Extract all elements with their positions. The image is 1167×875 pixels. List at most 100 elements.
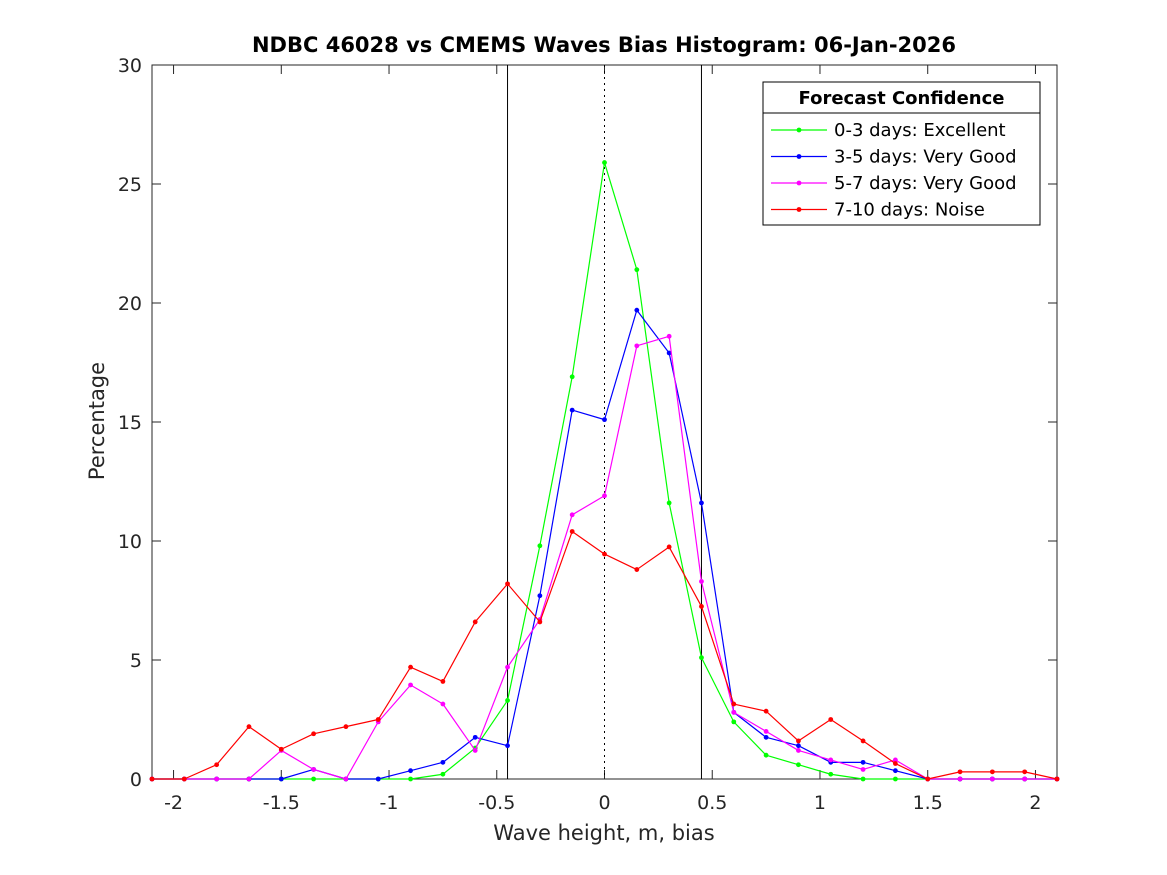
data-point: [602, 417, 607, 423]
data-point: [925, 776, 931, 782]
legend-title: Forecast Confidence: [799, 88, 1005, 109]
data-point: [569, 407, 575, 413]
data-point: [634, 267, 640, 273]
data-point: [246, 776, 252, 782]
data-point: [214, 762, 220, 768]
legend-box: [762, 81, 1041, 226]
data-point: [828, 757, 834, 763]
data-point: [505, 698, 510, 703]
x-tick-label: 1.5: [913, 792, 943, 814]
data-point: [666, 350, 672, 356]
data-point: [408, 768, 413, 774]
data-point: [1022, 776, 1028, 782]
y-tick-label: 10: [118, 531, 142, 553]
data-point: [278, 776, 284, 782]
data-point: [602, 160, 607, 165]
data-point: [957, 769, 963, 775]
data-point: [472, 748, 478, 753]
x-tick-label: -1.5: [263, 792, 300, 814]
data-point: [989, 769, 995, 775]
data-point: [375, 717, 381, 722]
legend-entry-1: 0-3 days: Excellent: [771, 120, 1006, 141]
data-point: [957, 776, 963, 782]
data-point: [440, 679, 446, 684]
y-tick-label: 30: [118, 55, 142, 77]
data-point: [634, 307, 640, 313]
data-point: [699, 500, 704, 506]
data-point: [1022, 769, 1028, 775]
data-point: [699, 655, 704, 661]
data-point: [472, 734, 478, 740]
data-point: [602, 493, 607, 499]
data-point: [860, 776, 866, 782]
data-point: [311, 731, 317, 737]
data-point: [763, 708, 769, 714]
data-point: [569, 529, 575, 534]
data-point: [569, 374, 575, 380]
data-point: [181, 776, 187, 782]
data-point: [763, 734, 769, 740]
data-point: [763, 729, 769, 734]
data-point: [828, 771, 834, 777]
y-tick-label: 5: [130, 650, 142, 672]
y-tick-label: 15: [118, 412, 142, 434]
data-point: [408, 776, 413, 782]
legend-swatch-marker: [796, 207, 802, 212]
data-point: [666, 333, 672, 339]
data-point: [278, 746, 284, 752]
data-point: [860, 738, 866, 744]
x-axis-label: Wave height, m, bias: [493, 821, 714, 845]
data-point: [246, 724, 252, 730]
legend-swatch-marker: [796, 180, 802, 186]
series-4: [149, 529, 1060, 782]
data-point: [149, 776, 155, 782]
legend-label: 0-3 days: Excellent: [834, 120, 1006, 141]
data-point: [634, 567, 640, 572]
y-tick-label: 0: [130, 769, 142, 791]
data-point: [731, 701, 737, 707]
data-point: [860, 767, 866, 772]
data-point: [602, 551, 607, 557]
data-point: [311, 767, 317, 772]
x-tick-label: -2: [164, 792, 183, 814]
data-point: [892, 757, 898, 763]
data-point: [440, 701, 446, 707]
legend-entry-4: 7-10 days: Noise: [771, 200, 985, 221]
data-point: [634, 343, 640, 349]
data-point: [796, 748, 801, 753]
data-point: [537, 619, 543, 625]
data-point: [796, 738, 801, 744]
data-point: [731, 709, 737, 715]
data-point: [892, 776, 898, 782]
data-point: [537, 593, 543, 599]
data-point: [440, 771, 446, 777]
legend-entry-3: 5-7 days: Very Good: [771, 173, 1017, 194]
data-point: [731, 719, 737, 725]
data-point: [989, 776, 995, 782]
data-point: [375, 776, 381, 782]
legend-label: 7-10 days: Noise: [834, 200, 985, 221]
data-point: [505, 664, 510, 670]
data-point: [699, 604, 704, 609]
data-point: [343, 724, 349, 730]
data-point: [505, 743, 510, 749]
data-point: [505, 581, 510, 587]
data-point: [796, 743, 801, 749]
data-point: [214, 776, 220, 782]
y-tick-label: 25: [118, 174, 142, 196]
chart-title: NDBC 46028 vs CMEMS Waves Bias Histogram…: [252, 33, 956, 57]
data-point: [1054, 776, 1060, 782]
data-point: [666, 544, 672, 550]
legend-label: 3-5 days: Very Good: [834, 147, 1017, 168]
x-tick-label: -1: [380, 792, 399, 814]
x-tick-label: 0: [598, 792, 610, 814]
x-tick-label: 1: [814, 792, 826, 814]
legend-swatch-marker: [796, 127, 802, 133]
data-point: [828, 717, 834, 722]
x-tick-label: 2: [1029, 792, 1041, 814]
data-point: [892, 768, 898, 774]
data-point: [311, 776, 317, 782]
data-point: [569, 512, 575, 518]
